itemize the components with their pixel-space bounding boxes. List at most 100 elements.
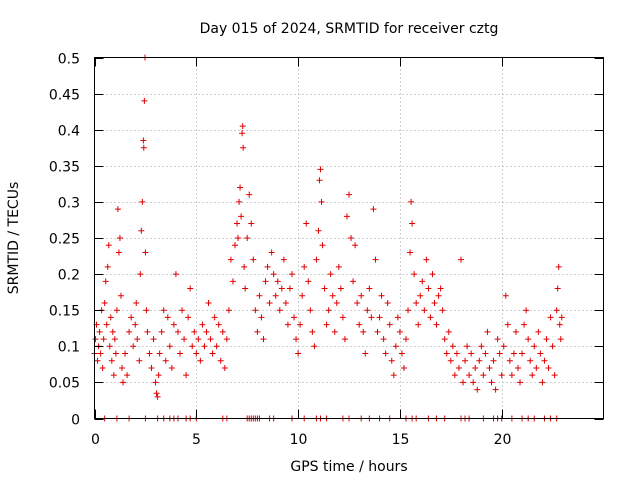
data-point: [323, 321, 330, 328]
data-point: [166, 343, 173, 350]
data-point: [498, 372, 505, 379]
data-point: [372, 256, 379, 263]
data-point: [407, 249, 414, 256]
data-point: [386, 321, 393, 328]
data-point: [154, 393, 161, 400]
data-point: [423, 256, 430, 263]
data-point: [183, 372, 190, 379]
y-tick-label: 0.45: [49, 88, 80, 104]
data-point: [168, 364, 175, 371]
x-tick-label: 10: [290, 432, 308, 448]
data-point: [177, 350, 184, 357]
data-point: [272, 292, 279, 299]
data-point: [319, 242, 326, 249]
data-point: [270, 271, 277, 278]
data-point: [150, 336, 157, 343]
data-point: [274, 278, 281, 285]
data-point: [144, 328, 151, 335]
data-point: [311, 343, 318, 350]
data-point: [185, 314, 192, 321]
data-point: [525, 336, 532, 343]
data-point: [250, 256, 257, 263]
data-point: [480, 372, 487, 379]
data-point: [248, 220, 255, 227]
data-point: [92, 336, 99, 343]
y-axis-label: SRMTID / TECUs: [6, 182, 22, 295]
data-point: [476, 357, 483, 364]
data-point: [172, 271, 179, 278]
data-point: [104, 263, 111, 270]
data-point: [370, 206, 377, 213]
data-point: [203, 328, 210, 335]
data-point: [152, 379, 159, 386]
data-point: [225, 307, 232, 314]
data-point: [457, 256, 464, 263]
data-point: [464, 343, 471, 350]
data-point: [146, 350, 153, 357]
data-point: [132, 321, 139, 328]
data-point: [108, 357, 115, 364]
data-point: [221, 364, 228, 371]
data-point: [264, 263, 271, 270]
data-point: [181, 336, 188, 343]
chart-title: Day 015 of 2024, SRMTID for receiver czt…: [200, 21, 499, 37]
x-tick-label: 15: [392, 432, 410, 448]
data-point: [239, 130, 246, 137]
data-point: [396, 328, 403, 335]
data-point: [496, 350, 503, 357]
data-point: [235, 235, 242, 241]
data-point: [309, 328, 316, 335]
data-point: [297, 321, 304, 328]
data-point: [447, 357, 454, 364]
data-point: [246, 191, 253, 198]
data-point: [260, 336, 267, 343]
data-point: [492, 386, 499, 393]
data-point: [556, 321, 563, 328]
data-point: [443, 350, 450, 357]
data-point: [523, 307, 530, 314]
data-point: [441, 336, 448, 343]
x-tick-label: 20: [494, 432, 512, 448]
y-tick-label: 0: [71, 413, 80, 429]
data-point: [547, 314, 554, 321]
y-tick-label: 0.4: [58, 124, 80, 140]
y-tick-label: 0.15: [49, 304, 80, 320]
data-point: [258, 314, 265, 321]
data-point: [143, 307, 150, 314]
data-point: [315, 227, 322, 234]
data-point: [318, 198, 325, 205]
data-point: [549, 343, 556, 350]
data-point: [160, 307, 167, 314]
data-point: [352, 242, 359, 249]
data-point: [508, 372, 515, 379]
data-point: [96, 328, 103, 335]
data-point: [543, 336, 550, 343]
data-point: [554, 285, 561, 292]
data-point: [197, 357, 204, 364]
data-point: [118, 364, 125, 371]
data-point: [105, 242, 112, 249]
data-point: [134, 336, 141, 343]
data-point: [142, 249, 149, 256]
data-point: [219, 328, 226, 335]
data-point: [514, 364, 521, 371]
data-point: [451, 372, 458, 379]
data-point: [327, 271, 334, 278]
data-point: [378, 292, 385, 299]
data-point: [137, 271, 144, 278]
data-point: [231, 242, 238, 249]
data-point: [217, 357, 224, 364]
data-point: [237, 184, 244, 191]
data-point: [364, 307, 371, 314]
data-point: [97, 350, 104, 357]
data-point: [229, 278, 236, 285]
data-point: [551, 372, 558, 379]
data-point: [531, 343, 538, 350]
data-point: [331, 328, 338, 335]
data-point: [209, 350, 216, 357]
data-point: [421, 307, 428, 314]
data-point: [207, 336, 214, 343]
data-point: [120, 379, 127, 386]
data-point: [494, 336, 501, 343]
